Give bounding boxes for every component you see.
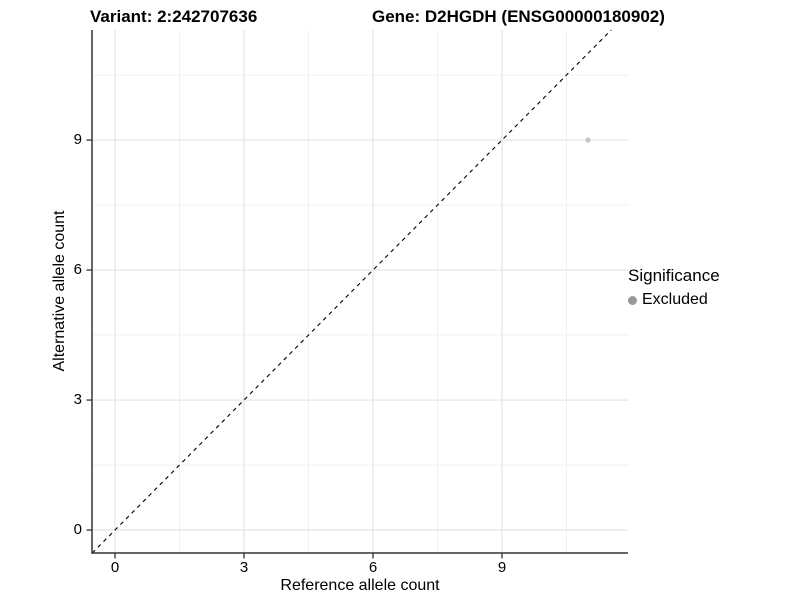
legend-point-icon <box>628 295 637 305</box>
y-tick-label: 9 <box>73 131 82 149</box>
legend-item-label: Excluded <box>642 291 708 308</box>
x-axis-title: Reference allele count <box>280 577 440 594</box>
x-tick-label: 6 <box>368 559 378 576</box>
legend-item: Excluded <box>628 291 720 309</box>
x-tick-label: 0 <box>110 559 120 576</box>
legend-items: Excluded <box>628 291 720 309</box>
variant-title: Variant: 2:242707636 <box>90 7 258 26</box>
x-tick-label: 9 <box>497 559 507 576</box>
y-tick-label: 3 <box>73 391 82 409</box>
legend-title: Significance <box>628 266 720 285</box>
y-tick-label: 6 <box>73 261 82 279</box>
x-tick-label: 3 <box>239 559 249 576</box>
data-point <box>585 137 591 143</box>
identity-dashed-line <box>91 29 612 554</box>
legend: Significance Excluded <box>628 266 720 309</box>
y-axis-title: Alternative allele count <box>51 210 68 372</box>
y-tick-label: 0 <box>73 521 82 539</box>
gene-title: Gene: D2HGDH (ENSG00000180902) <box>372 7 665 26</box>
